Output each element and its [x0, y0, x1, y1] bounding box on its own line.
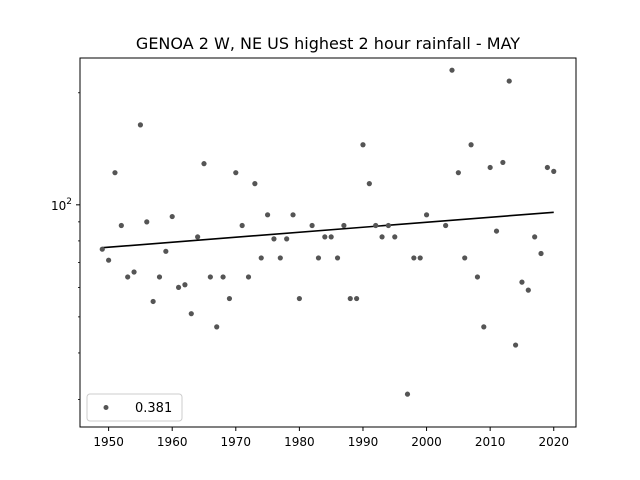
data-point [201, 161, 207, 167]
chart-title: GENOA 2 W, NE US highest 2 hour rainfall… [136, 34, 520, 53]
plot-area [80, 58, 576, 427]
data-point [277, 255, 283, 261]
data-point [360, 142, 366, 148]
y-tick-label: 102 [51, 197, 72, 213]
data-point [328, 234, 334, 240]
data-point [156, 274, 163, 280]
data-point [474, 274, 481, 280]
x-tick-label: 2000 [411, 435, 442, 449]
data-point [195, 234, 201, 240]
x-tick-label: 1990 [348, 435, 379, 449]
legend: 0.381 [86, 393, 183, 422]
data-point [271, 236, 277, 242]
data-point [106, 257, 112, 263]
data-point [392, 234, 398, 240]
data-point [239, 222, 245, 229]
x-tick-label: 2010 [475, 435, 506, 449]
data-point [284, 236, 290, 242]
data-point [99, 246, 105, 252]
data-point [309, 222, 315, 229]
x-tick-label: 1970 [221, 435, 252, 449]
data-point [532, 234, 538, 240]
data-point [455, 170, 461, 176]
data-point [290, 212, 296, 218]
data-point [296, 295, 302, 302]
data-point [252, 181, 258, 187]
data-point [373, 222, 379, 229]
data-point [322, 234, 328, 240]
x-axis: 1950 1960 1970 1980 1990 2000 2010 2020 [93, 427, 569, 449]
trendline-layer [102, 211, 554, 249]
data-point [519, 279, 525, 285]
data-point [493, 228, 500, 234]
data-point [411, 255, 417, 261]
data-point [175, 284, 182, 291]
legend-label: 0.381 [135, 401, 172, 416]
data-point [449, 67, 455, 73]
data-point [551, 168, 557, 174]
data-point [245, 274, 252, 280]
data-point [512, 342, 519, 348]
data-point [385, 222, 392, 229]
data-point [144, 219, 150, 225]
data-point [366, 181, 372, 187]
data-point [163, 248, 169, 254]
trendline [102, 211, 554, 249]
data-point [525, 287, 531, 293]
data-point [188, 311, 194, 317]
data-point [423, 212, 430, 218]
data-point [125, 274, 131, 280]
data-point [404, 391, 411, 397]
x-tick-label: 1980 [284, 435, 315, 449]
data-point [341, 222, 347, 229]
data-point [315, 255, 322, 261]
data-point [214, 324, 220, 330]
data-point [487, 164, 493, 171]
legend-marker [103, 405, 109, 410]
data-point [462, 255, 468, 261]
data-point [131, 269, 137, 275]
data-point [182, 282, 188, 288]
data-point [137, 122, 144, 128]
y-axis: 102 [51, 92, 80, 400]
data-point [443, 222, 449, 229]
data-point [379, 234, 385, 240]
x-tick-label: 1960 [157, 435, 188, 449]
data-point [169, 213, 175, 220]
data-point [112, 170, 118, 176]
data-point [150, 298, 156, 305]
data-point [233, 170, 239, 176]
x-tick-label: 1950 [93, 435, 124, 449]
data-point [354, 295, 360, 302]
data-point [258, 255, 264, 261]
data-point [417, 255, 423, 261]
data-point [468, 142, 474, 148]
x-tick-label: 2020 [538, 435, 569, 449]
data-point [226, 295, 233, 302]
data-point [500, 159, 506, 166]
data-point [481, 324, 487, 330]
data-points [99, 67, 557, 397]
legend-box [86, 393, 183, 422]
plot-frame [79, 57, 577, 428]
data-point [118, 222, 124, 229]
data-point [207, 274, 213, 280]
data-point [538, 250, 544, 257]
data-point [506, 78, 512, 84]
data-point [544, 164, 550, 171]
data-point [220, 274, 226, 280]
data-point [334, 255, 341, 261]
data-point [264, 212, 271, 218]
data-point [347, 295, 353, 302]
